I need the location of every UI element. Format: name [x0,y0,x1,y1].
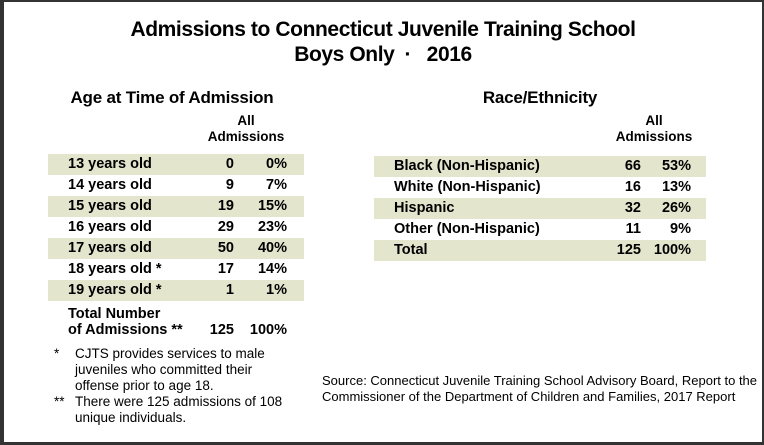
cell-label: 19 years old * [68,282,162,298]
table-row: 16 years old 29 23% [48,217,304,238]
cell-count: 66 [624,158,641,174]
footnote-marker: ** [54,394,65,409]
source-line2: Commissioner of the Department of Childr… [322,389,736,404]
race-table: Black (Non-Hispanic) 66 53% White (Non-Hisp… [374,156,706,261]
table-row: 18 years old * 17 14% [48,259,304,280]
cell-pct: 13% [661,179,691,195]
cell-count: 17 [217,261,234,277]
age-table-column-header: All Admissions [207,113,285,144]
cell-count: 0 [225,156,234,172]
cell-pct: 15% [257,198,287,214]
cell-count: 16 [624,179,641,195]
cell-count: 19 [217,198,234,214]
cell-pct: 7% [266,177,287,193]
cell-pct: 1% [266,282,287,298]
cell-label: 17 years old [68,240,152,256]
cell-count: 11 [625,221,641,237]
cell-pct: 53% [661,158,691,174]
cell-label: 16 years old [68,219,152,235]
cell-count: 50 [217,240,234,256]
source-note: Source: Connecticut Juvenile Training Sc… [322,373,762,405]
source-line1: Source: Connecticut Juvenile Training Sc… [322,373,758,388]
table-row: 15 years old 19 15% [48,196,304,217]
cell-label: Total [394,242,428,258]
table-row: White (Non-Hispanic) 16 13% [374,177,706,198]
cell-label: 13 years old [68,156,152,172]
table-row: Hispanic 32 26% [374,198,706,219]
cell-count: 1 [225,282,234,298]
table-row: 19 years old * 1 1% [48,280,304,301]
footnote: ** There were 125 admissions of 108 uniqu… [54,394,299,426]
age-table: 13 years old 0 0% 14 years old 9 7% 15 years o… [48,154,304,338]
cell-pct: 0% [266,156,287,172]
footnote-text: There were 125 admissions of 108 unique … [75,394,283,425]
cell-label: 15 years old [68,198,152,214]
cell-pct: 100% [653,242,691,258]
age-table-title: Age at Time of Admission [70,88,274,107]
cell-count: 32 [624,200,641,216]
cell-label: Other (Non-Hispanic) [394,221,540,237]
figure-title-line1: Admissions to Connecticut Juvenile Train… [130,18,636,41]
cell-label: White (Non-Hispanic) [394,179,541,195]
race-table-title: Race/Ethnicity [482,88,598,107]
cell-pct: 100% [249,322,287,338]
table-row: Total 125 100% [374,240,706,261]
cell-label: Hispanic [394,200,455,216]
cell-label: 18 years old * [68,261,162,277]
footnotes: * CJTS provides services to male juvenile… [54,346,299,426]
cell-count: 9 [225,177,234,193]
age-table-total-row: Total Number of Admissions ** 125 100% [48,306,304,338]
cell-pct: 23% [257,219,287,235]
cell-count: 125 [209,322,234,338]
table-row: 13 years old 0 0% [48,154,304,175]
cell-pct: 9% [670,221,691,237]
footnote: * CJTS provides services to male juvenile… [54,346,299,394]
cell-pct: 14% [257,261,287,277]
cell-pct: 40% [257,240,287,256]
footnote-marker: * [54,346,60,361]
total-label: Total Number of Admissions ** [68,306,183,338]
race-table-column-header: All Admissions [615,113,693,144]
cell-count: 125 [616,242,641,258]
table-row: 14 years old 9 7% [48,175,304,196]
table-row: 17 years old 50 40% [48,238,304,259]
table-row: Other (Non-Hispanic) 11 9% [374,219,706,240]
footnote-text: CJTS provides services to male juveniles… [75,346,265,393]
cell-label: Black (Non-Hispanic) [394,158,540,174]
figure-title: Admissions to Connecticut Juvenile Train… [4,17,762,67]
table-row: Black (Non-Hispanic) 66 53% [374,156,706,177]
cell-pct: 26% [661,200,691,216]
cell-label: 14 years old [68,177,152,193]
figure-title-line2: Boys Only · 2016 [294,43,472,66]
cell-count: 29 [217,219,234,235]
